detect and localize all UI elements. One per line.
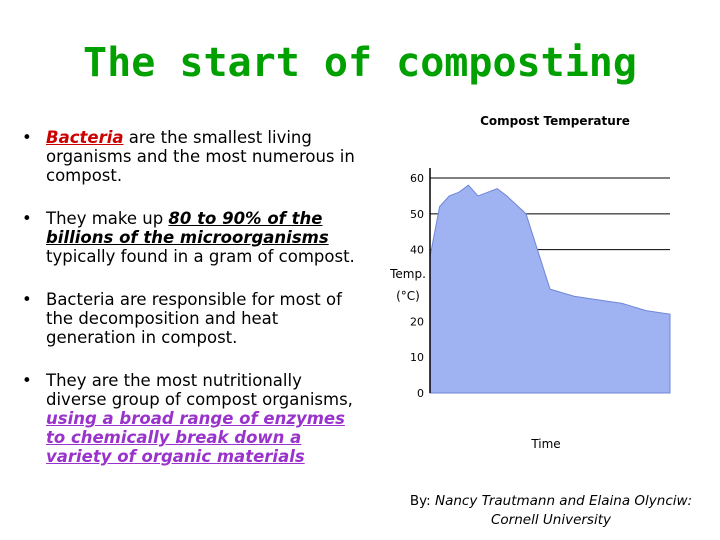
bacteria-link[interactable]: Bacteria	[46, 128, 124, 147]
y-tick-label: 10	[410, 351, 424, 364]
y-tick-label: 60	[410, 172, 424, 185]
y-tick-label: 0	[417, 387, 424, 400]
bullet-item: • They are the most nutritionally divers…	[22, 371, 367, 466]
bullet-dot-icon: •	[22, 371, 32, 390]
credit: By: Nancy Trautmann and Elaina Olynciw: …	[382, 492, 720, 530]
bullet-text: Bacteria are responsible for most of the…	[46, 290, 342, 347]
y-tick-label: 50	[410, 208, 424, 221]
bullet-dot-icon: •	[22, 209, 32, 228]
y-tick-label: 40	[410, 244, 424, 257]
bullet-text: are the smallest living organisms and th…	[46, 128, 355, 185]
bullet-text: typically found in a gram of compost.	[46, 247, 355, 266]
y-tick-labels: 0 10 20 40 50 60	[410, 172, 424, 400]
credit-authors: Nancy Trautmann and Elaina Olynciw:	[434, 493, 693, 509]
bullet-item: • Bacteria are the smallest living organ…	[22, 128, 367, 185]
y-tick-label: 20	[410, 315, 424, 328]
bullet-list: • Bacteria are the smallest living organ…	[22, 128, 367, 490]
y-axis-label: Temp.	[390, 267, 426, 281]
compost-temperature-chart: Compost Temperature 0 10 20 40 50 60 Temp. (°…	[390, 114, 671, 451]
slide-title: The start of composting	[83, 40, 637, 86]
enzymes-link[interactable]: using a broad range of enzymes to chemic…	[46, 409, 345, 466]
bullet-item: • They make up 80 to 90% of the billions…	[22, 209, 367, 266]
bullet-dot-icon: •	[22, 290, 32, 309]
credit-organization: Cornell University	[491, 512, 611, 528]
bullet-text: They make up	[46, 209, 169, 228]
y-axis-unit-label: (°C)	[396, 289, 420, 303]
chart-title: Compost Temperature	[480, 114, 630, 128]
bullet-emphasis: 80 to 90% of the billions of the microor…	[46, 209, 329, 247]
bullet-text: They are the most nutritionally diverse …	[46, 371, 353, 409]
bullet-dot-icon: •	[22, 128, 32, 147]
temperature-area	[429, 184, 671, 394]
credit-by: By:	[409, 493, 435, 509]
x-axis-label: Time	[530, 437, 560, 451]
bullet-item: • Bacteria are responsible for most of t…	[22, 290, 367, 347]
